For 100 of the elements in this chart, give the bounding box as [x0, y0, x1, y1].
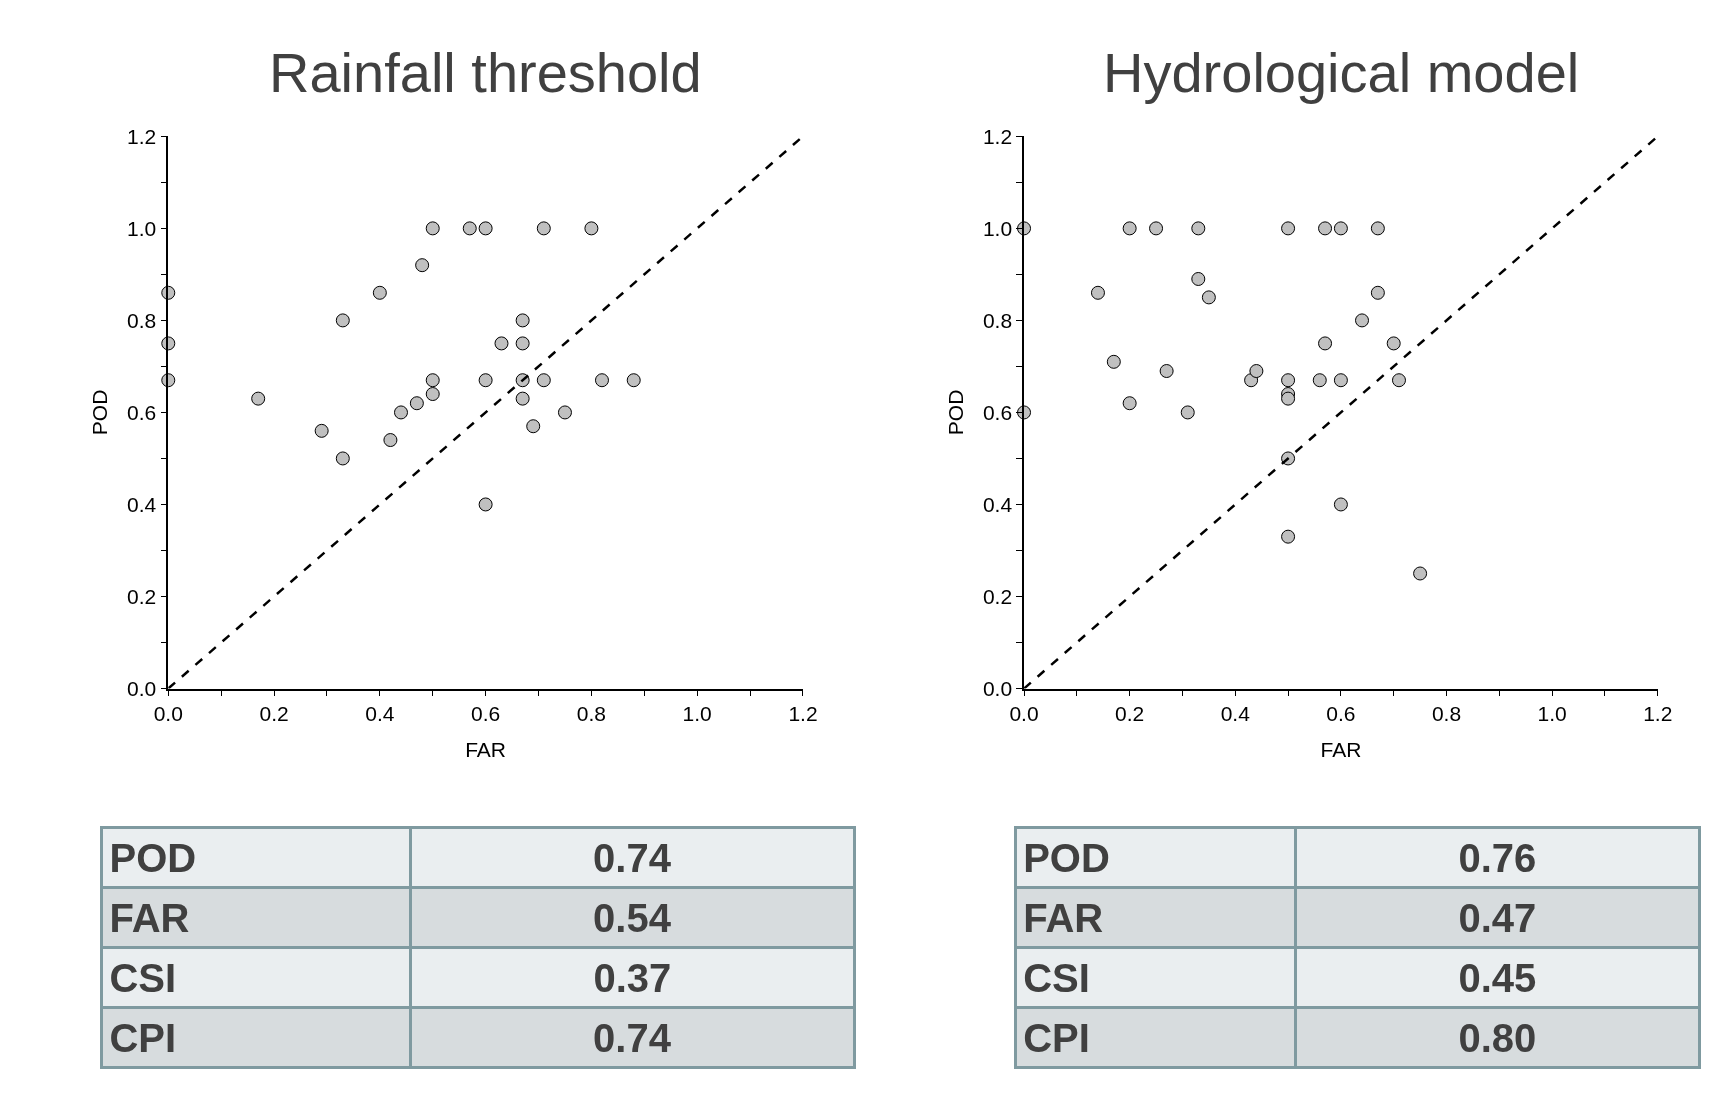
- x-tick-label: 0.2: [259, 702, 289, 726]
- y-tick-label: 0.4: [982, 492, 1013, 516]
- category-label: CPI: [1023, 1015, 1090, 1060]
- point: [415, 258, 430, 273]
- point: [1106, 354, 1121, 369]
- x-tick-label: 0.0: [153, 702, 183, 726]
- point: [1281, 221, 1296, 236]
- text: 0.74: [593, 835, 671, 880]
- point: [409, 396, 424, 411]
- x-tick-label: 1.2: [1643, 702, 1673, 726]
- y-tick-label: 0.0: [127, 676, 157, 700]
- category-label: POD: [109, 835, 197, 880]
- point: [1413, 566, 1428, 581]
- y-tick-label: 0.6: [982, 400, 1013, 424]
- y-tick-label: 0.0: [982, 676, 1013, 700]
- point: [515, 313, 530, 328]
- y-axis-title: POD: [943, 389, 967, 436]
- point: [557, 405, 572, 420]
- point: [1201, 290, 1216, 305]
- point: [1312, 373, 1327, 388]
- category-label: CSI: [109, 955, 177, 1000]
- text: 0.76: [1458, 835, 1537, 880]
- chart-title: Hydrological model: [1103, 41, 1580, 104]
- text: 0.74: [593, 1015, 671, 1060]
- y-tick-label: 0.8: [982, 308, 1013, 332]
- point: [1122, 221, 1137, 236]
- point: [1333, 221, 1348, 236]
- point: [335, 313, 350, 328]
- point: [1391, 373, 1406, 388]
- text: 0.47: [1458, 895, 1537, 940]
- point: [478, 497, 493, 512]
- point: [494, 336, 509, 351]
- y-axis-title: POD: [87, 389, 111, 436]
- point: [626, 373, 641, 388]
- point: [462, 221, 477, 236]
- point: [536, 221, 551, 236]
- point: [1370, 285, 1385, 300]
- point: [1333, 497, 1348, 512]
- y-tick-label: 0.2: [127, 584, 157, 608]
- x-axis-title: FAR: [1320, 738, 1362, 762]
- category-label: FAR: [109, 895, 190, 940]
- point: [478, 373, 493, 388]
- text: 0.80: [1458, 1015, 1537, 1060]
- point: [1333, 373, 1348, 388]
- y-tick-label: 0.8: [127, 308, 157, 332]
- y-tick-label: 1.0: [127, 216, 157, 240]
- y-tick-label: 0.2: [982, 584, 1013, 608]
- point: [1281, 391, 1296, 406]
- x-tick-label: 0.4: [365, 702, 395, 726]
- point: [1149, 221, 1164, 236]
- x-tick-label: 0.4: [1220, 702, 1251, 726]
- point: [1355, 313, 1370, 328]
- point: [1281, 373, 1296, 388]
- chart-title: Rainfall threshold: [269, 41, 702, 104]
- x-tick-label: 1.2: [788, 702, 818, 726]
- point: [515, 391, 530, 406]
- text: 0.37: [593, 955, 672, 1000]
- category-label: CSI: [1023, 955, 1090, 1000]
- x-tick-label: 1.0: [682, 702, 712, 726]
- point: [425, 387, 440, 402]
- category-label: CPI: [109, 1015, 177, 1060]
- x-tick-label: 0.6: [471, 702, 501, 726]
- point: [251, 391, 266, 406]
- point: [1090, 285, 1105, 300]
- x-tick-label: 0.8: [576, 702, 606, 726]
- x-tick-label: 0.8: [1431, 702, 1462, 726]
- x-axis-title: FAR: [465, 738, 507, 762]
- y-tick-label: 1.2: [982, 124, 1013, 148]
- point: [1386, 336, 1401, 351]
- text: 0.54: [593, 895, 671, 940]
- point: [372, 285, 387, 300]
- point: [335, 451, 350, 466]
- y-tick-label: 1.0: [982, 216, 1013, 240]
- point: [1318, 221, 1333, 236]
- point: [383, 433, 398, 448]
- point: [1318, 336, 1333, 351]
- point: [1122, 396, 1137, 411]
- point: [394, 405, 408, 420]
- point: [1281, 529, 1296, 544]
- y-tick-label: 1.2: [127, 124, 157, 148]
- point: [1249, 364, 1264, 379]
- point: [515, 336, 530, 351]
- y-tick-label: 0.6: [127, 400, 157, 424]
- point: [536, 373, 551, 388]
- point: [1159, 364, 1174, 379]
- y-tick-label: 0.4: [127, 492, 157, 516]
- point: [584, 221, 599, 236]
- point: [425, 373, 440, 388]
- category-label: POD: [1023, 835, 1110, 880]
- point: [526, 419, 541, 434]
- text: 0.45: [1458, 955, 1537, 1000]
- point: [594, 373, 609, 388]
- point: [1370, 221, 1385, 236]
- point: [314, 423, 329, 438]
- x-tick-label: 1.0: [1537, 702, 1567, 726]
- point: [478, 221, 493, 236]
- point: [1191, 221, 1206, 236]
- point: [425, 221, 440, 236]
- x-tick-label: 0.0: [1009, 702, 1039, 726]
- x-tick-label: 0.2: [1115, 702, 1145, 726]
